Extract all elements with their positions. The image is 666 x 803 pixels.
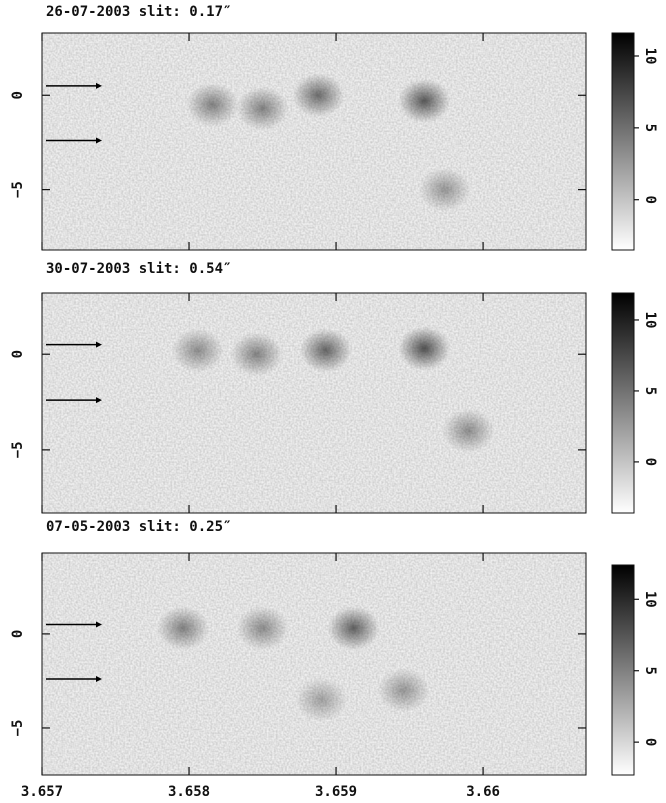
arrow-head bbox=[96, 341, 102, 348]
spectrum-image bbox=[42, 33, 586, 250]
emission-knot bbox=[398, 78, 451, 123]
spectrum-image bbox=[42, 293, 586, 513]
emission-knot bbox=[442, 408, 495, 453]
panel-title: 07-05-2003 slit: 0.25″ bbox=[46, 519, 231, 535]
emission-knot bbox=[230, 332, 283, 377]
spectrum-image bbox=[42, 553, 586, 775]
y-tick-label: −5 bbox=[10, 181, 26, 198]
panel-title: 30-07-2003 slit: 0.54″ bbox=[46, 261, 231, 277]
colorbar-tick-label: 5 bbox=[642, 387, 658, 395]
frame bbox=[41, 292, 587, 514]
colorbar-tick-label: 10 bbox=[642, 591, 658, 608]
emission-knot bbox=[299, 328, 352, 373]
x-tick-label: 3.659 bbox=[315, 784, 357, 800]
emission-knot bbox=[418, 167, 471, 212]
emission-knot bbox=[398, 326, 451, 371]
emission-knot bbox=[186, 82, 239, 127]
arrow-head bbox=[96, 137, 102, 144]
y-tick-label: −5 bbox=[10, 441, 26, 458]
panel-title: 26-07-2003 slit: 0.17″ bbox=[46, 4, 231, 20]
x-tick-label: 3.657 bbox=[21, 784, 63, 800]
emission-knot bbox=[377, 668, 430, 713]
colorbar-tick-label: 10 bbox=[642, 48, 658, 65]
arrow-head bbox=[96, 621, 102, 628]
y-tick-label: 0 bbox=[10, 350, 26, 358]
emission-knot bbox=[157, 606, 210, 651]
colorbar-tick-label: 0 bbox=[642, 458, 658, 466]
emission-knot bbox=[295, 677, 348, 722]
frame bbox=[41, 552, 587, 776]
y-tick-label: −5 bbox=[10, 720, 26, 737]
y-tick-label: 0 bbox=[10, 630, 26, 638]
x-tick-label: 3.658 bbox=[168, 784, 210, 800]
emission-knot bbox=[327, 606, 380, 651]
arrow-head bbox=[96, 82, 102, 89]
x-tick-label: 3.66 bbox=[466, 784, 500, 800]
emission-knot bbox=[236, 606, 289, 651]
colorbar bbox=[611, 32, 635, 251]
colorbar-tick-label: 10 bbox=[642, 312, 658, 329]
colorbar-tick-label: 5 bbox=[642, 666, 658, 674]
frame bbox=[41, 32, 587, 251]
colorbar bbox=[611, 292, 635, 514]
colorbar bbox=[611, 564, 635, 776]
y-tick-label: 0 bbox=[10, 91, 26, 99]
emission-knot bbox=[171, 328, 224, 373]
emission-knot bbox=[292, 73, 345, 118]
colorbar-tick-label: 5 bbox=[642, 124, 658, 132]
arrow-head bbox=[96, 676, 102, 683]
colorbar-tick-label: 0 bbox=[642, 195, 658, 203]
colorbar-tick-label: 0 bbox=[642, 738, 658, 746]
arrow-head bbox=[96, 397, 102, 404]
emission-knot bbox=[236, 86, 289, 131]
